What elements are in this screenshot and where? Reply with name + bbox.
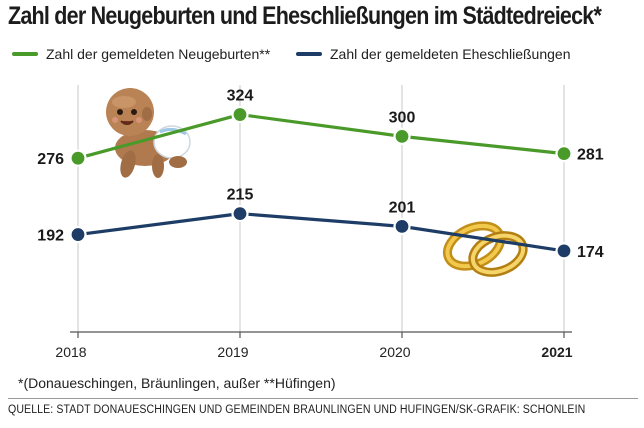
- data-point-births: [69, 149, 87, 167]
- data-point-marriages: [231, 205, 249, 223]
- legend-item-births: Zahl der gemeldeten Neugeburten**: [12, 46, 270, 62]
- legend-label-marriages: Zahl der gemeldeten Eheschließungen: [330, 46, 571, 62]
- data-label-births: 276: [37, 151, 64, 168]
- data-label-births: 300: [389, 109, 416, 126]
- data-label-marriages: 174: [577, 244, 604, 261]
- series: 276 324 300 281 192 215 201 174: [37, 88, 604, 261]
- data-label-marriages: 215: [227, 187, 254, 204]
- data-label-births: 324: [227, 88, 254, 105]
- data-point-marriages: [555, 242, 573, 260]
- data-point-births: [231, 105, 249, 124]
- wedding-rings-illustration: [443, 221, 528, 277]
- series-line-births: [77, 112, 565, 160]
- legend-swatch-marriages: [296, 52, 322, 56]
- x-tick-label: 2018: [55, 344, 86, 360]
- legend-item-marriages: Zahl der gemeldeten Eheschließungen: [296, 46, 571, 62]
- x-tick-label: 2021: [541, 344, 572, 360]
- footnote: *(Donaueschingen, Bräunlingen, außer **H…: [18, 375, 336, 391]
- data-point-marriages: [69, 225, 87, 244]
- data-point-marriages: [393, 217, 411, 235]
- data-point-births: [393, 127, 411, 145]
- x-axis-ticks: 2018 2019 2020 2021: [55, 332, 573, 360]
- x-tick-label: 2020: [379, 344, 410, 360]
- baby-illustration: [106, 88, 191, 178]
- x-tick-label: 2019: [217, 344, 248, 360]
- data-point-births: [555, 145, 573, 163]
- legend-swatch-births: [12, 52, 38, 56]
- source-note: QUELLE: STADT DONAUESCHINGEN UND GEMEIND…: [8, 404, 586, 416]
- data-label-marriages: 201: [389, 199, 416, 216]
- data-label-births: 281: [577, 147, 604, 164]
- legend-label-births: Zahl der gemeldeten Neugeburten**: [46, 46, 271, 62]
- data-label-marriages: 192: [37, 228, 64, 245]
- chart-title: Zahl der Neugeburten und Eheschließungen…: [8, 2, 602, 30]
- divider: [8, 398, 638, 399]
- series-line-marriages: [77, 212, 565, 253]
